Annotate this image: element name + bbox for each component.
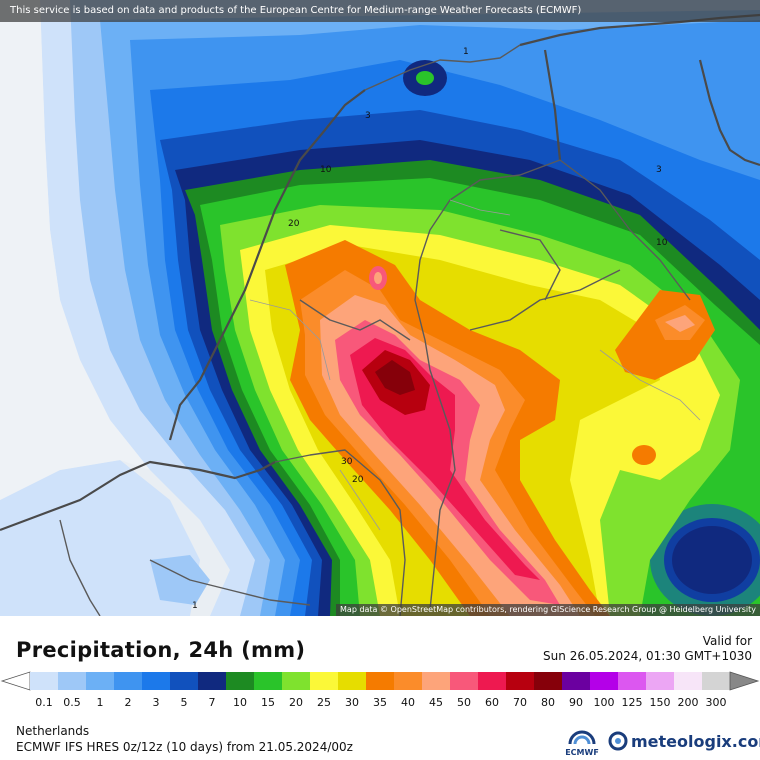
scale-label: 0.5 (63, 696, 81, 709)
model-run-info: ECMWF IFS HRES 0z/12z (10 days) from 21.… (16, 740, 353, 754)
contour-label-3-east: 3 (656, 165, 662, 175)
scale-label: 0.1 (35, 696, 53, 709)
region-name: Netherlands (16, 724, 90, 738)
scale-swatch (282, 672, 310, 690)
scale-label: 25 (317, 696, 331, 709)
scale-swatch (422, 672, 450, 690)
scale-swatch (366, 672, 394, 690)
contour-label-10-north: 10 (320, 165, 332, 175)
scale-swatch (58, 672, 86, 690)
ecmwf-disclaimer: This service is based on data and produc… (0, 0, 760, 22)
scale-label: 35 (373, 696, 387, 709)
precipitation-map[interactable]: 1 3 3 10 10 20 30 20 1 This service is b… (0, 0, 760, 616)
scale-swatch (86, 672, 114, 690)
scale-label: 1 (96, 696, 104, 709)
scale-swatch (226, 672, 254, 690)
scale-swatch (534, 672, 562, 690)
scale-arrow-low (0, 671, 31, 691)
valid-label: Valid for (702, 634, 752, 648)
scale-swatch (618, 672, 646, 690)
scale-swatch (702, 672, 730, 690)
contour-label-1-south: 1 (192, 601, 198, 611)
meteologix-logo-icon (608, 731, 628, 751)
scale-label: 50 (457, 696, 471, 709)
contour-label-20-south: 20 (352, 475, 364, 485)
map-canvas: 1 3 3 10 10 20 30 20 1 (0, 0, 760, 616)
scale-swatch (506, 672, 534, 690)
scale-label: 30 (345, 696, 359, 709)
scale-swatch (562, 672, 590, 690)
scale-swatch (646, 672, 674, 690)
scale-label: 90 (569, 696, 583, 709)
scale-label: 2 (124, 696, 132, 709)
scale-label: 80 (541, 696, 555, 709)
scale-label: 15 (261, 696, 275, 709)
scale-swatch (254, 672, 282, 690)
scale-swatch (674, 672, 702, 690)
scale-swatch (142, 672, 170, 690)
contour-label-10-east: 10 (656, 238, 668, 248)
scale-swatch (590, 672, 618, 690)
scale-label: 70 (513, 696, 527, 709)
color-scale-bar (0, 671, 760, 691)
scale-arrow-high (729, 671, 760, 691)
contour-label-1-north: 1 (463, 47, 469, 57)
scale-label: 45 (429, 696, 443, 709)
scale-label: 100 (593, 696, 615, 709)
scale-label: 200 (677, 696, 699, 709)
legend-panel: Precipitation, 24h (mm) Valid for Sun 26… (0, 616, 760, 760)
ecmwf-logo-mark (568, 730, 596, 745)
scale-label: 20 (289, 696, 303, 709)
scale-swatch (114, 672, 142, 690)
valid-datetime: Sun 26.05.2024, 01:30 GMT+1030 (543, 649, 752, 663)
scale-swatch (450, 672, 478, 690)
scale-label: 7 (208, 696, 216, 709)
scale-label: 3 (152, 696, 160, 709)
scale-swatch (394, 672, 422, 690)
color-scale-labels: 0.1 0.5 1 2 3 5 7 10 15 20 25 30 35 40 45 50 60 70 80 90 100… (0, 696, 760, 710)
meteologix-logo[interactable]: meteologix.com (608, 728, 760, 754)
scale-swatch (198, 672, 226, 690)
scale-label: 60 (485, 696, 499, 709)
meteologix-logo-text: meteologix.com (631, 731, 760, 751)
scale-swatch (478, 672, 506, 690)
scale-label: 40 (401, 696, 415, 709)
scale-swatch (170, 672, 198, 690)
scale-label: 10 (233, 696, 247, 709)
contour-label-20-west: 20 (288, 219, 300, 229)
scale-label: 125 (621, 696, 643, 709)
scale-label: 300 (705, 696, 727, 709)
contour-label-3-north: 3 (365, 111, 371, 121)
contour-label-30: 30 (341, 457, 353, 467)
map-attribution: Map data © OpenStreetMap contributors, r… (336, 604, 760, 616)
ecmwf-logo-text: ECMWF (565, 748, 599, 757)
scale-label: 5 (180, 696, 188, 709)
ecmwf-logo[interactable]: ECMWF (560, 728, 604, 758)
scale-swatch (310, 672, 338, 690)
scale-swatch (338, 672, 366, 690)
scale-label: 150 (649, 696, 671, 709)
map-title: Precipitation, 24h (mm) (16, 638, 306, 662)
scale-swatch (30, 672, 58, 690)
